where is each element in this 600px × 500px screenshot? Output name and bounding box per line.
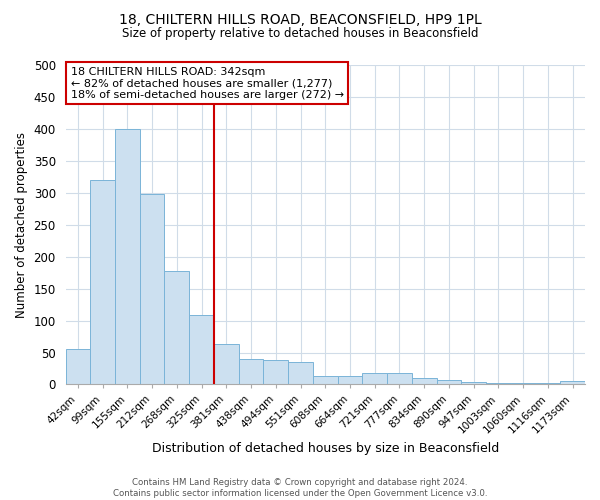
Bar: [214, 344, 239, 385]
Bar: [90, 180, 115, 384]
Text: 18, CHILTERN HILLS ROAD, BEACONSFIELD, HP9 1PL: 18, CHILTERN HILLS ROAD, BEACONSFIELD, H…: [119, 12, 481, 26]
Bar: [486, 382, 511, 384]
Bar: [288, 362, 313, 384]
Bar: [412, 378, 437, 384]
Text: 18 CHILTERN HILLS ROAD: 342sqm
← 82% of detached houses are smaller (1,277)
18% : 18 CHILTERN HILLS ROAD: 342sqm ← 82% of …: [71, 66, 344, 100]
Bar: [362, 373, 387, 384]
Text: Contains HM Land Registry data © Crown copyright and database right 2024.
Contai: Contains HM Land Registry data © Crown c…: [113, 478, 487, 498]
X-axis label: Distribution of detached houses by size in Beaconsfield: Distribution of detached houses by size …: [152, 442, 499, 455]
Bar: [65, 350, 90, 384]
Bar: [239, 359, 263, 384]
Bar: [263, 360, 288, 384]
Bar: [140, 194, 164, 384]
Text: Size of property relative to detached houses in Beaconsfield: Size of property relative to detached ho…: [122, 28, 478, 40]
Bar: [536, 383, 560, 384]
Bar: [313, 376, 338, 384]
Y-axis label: Number of detached properties: Number of detached properties: [15, 132, 28, 318]
Bar: [387, 373, 412, 384]
Bar: [164, 270, 189, 384]
Bar: [511, 383, 536, 384]
Bar: [461, 382, 486, 384]
Bar: [115, 129, 140, 384]
Bar: [560, 380, 585, 384]
Bar: [189, 316, 214, 384]
Bar: [338, 376, 362, 384]
Bar: [437, 380, 461, 384]
